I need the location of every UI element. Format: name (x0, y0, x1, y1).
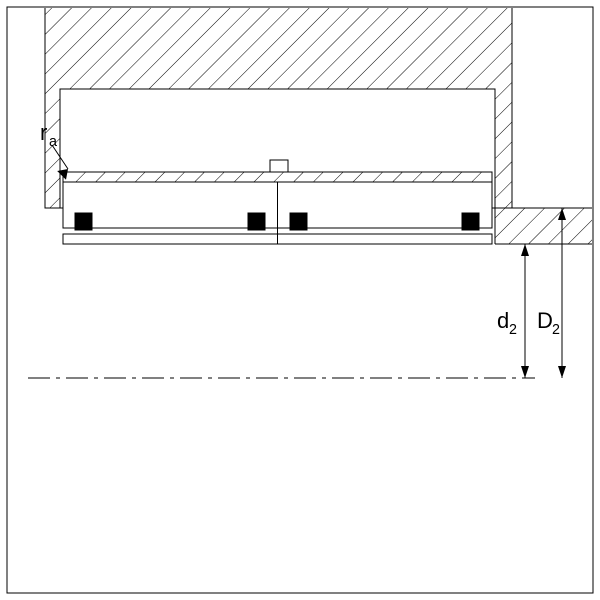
seal-box-3 (290, 213, 307, 230)
dim-label-d2: d (497, 308, 509, 333)
right-shoulder-hatch (495, 208, 600, 244)
seal-box-1 (75, 213, 92, 230)
label-ra-sub: a (49, 134, 57, 150)
groove (270, 160, 288, 172)
dim-label-d2-sub: 2 (509, 322, 517, 338)
dim-label-D2: D (537, 308, 553, 333)
label-ra: r (40, 120, 47, 145)
dim-label-D2-sub: 2 (552, 322, 560, 338)
seal-box-2 (248, 213, 265, 230)
seal-box-4 (462, 213, 479, 230)
